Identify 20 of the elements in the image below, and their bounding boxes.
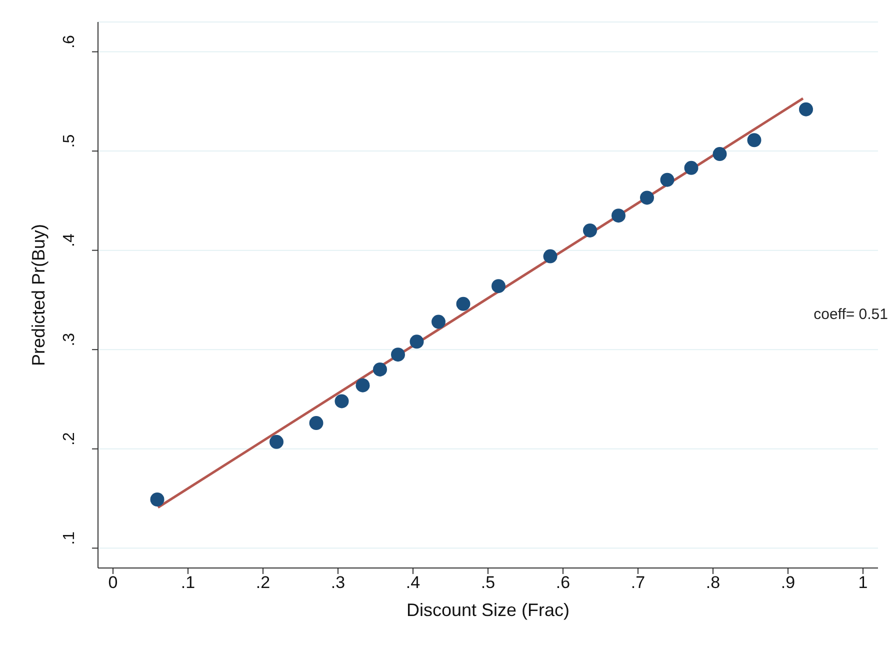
y-tick-label: .1 bbox=[61, 531, 78, 545]
y-tick-label: .4 bbox=[61, 234, 78, 247]
x-tick-label: .2 bbox=[256, 573, 270, 592]
x-tick-label: .8 bbox=[706, 573, 720, 592]
y-tick-label: .5 bbox=[61, 134, 78, 148]
y-axis-title: Predicted Pr(Buy) bbox=[28, 224, 48, 366]
annotation: coeff= 0.51 bbox=[814, 306, 888, 323]
x-tick-label: .3 bbox=[330, 573, 346, 592]
x-tick-label: .7 bbox=[630, 573, 646, 592]
x-tick-label: .5 bbox=[480, 573, 496, 592]
x-axis-title: Discount Size (Frac) bbox=[406, 600, 570, 620]
x-tick-label: .4 bbox=[406, 573, 420, 592]
y-tick-label: .3 bbox=[61, 332, 78, 346]
y-tick-label: .6 bbox=[61, 35, 78, 48]
y-tick-label: .2 bbox=[61, 432, 78, 446]
x-tick-label: 0 bbox=[108, 573, 118, 592]
x-tick-label: 1 bbox=[858, 573, 868, 592]
x-tick-label: .6 bbox=[556, 573, 570, 592]
x-tick-label: .1 bbox=[180, 573, 196, 592]
x-tick-label: .9 bbox=[780, 573, 796, 592]
